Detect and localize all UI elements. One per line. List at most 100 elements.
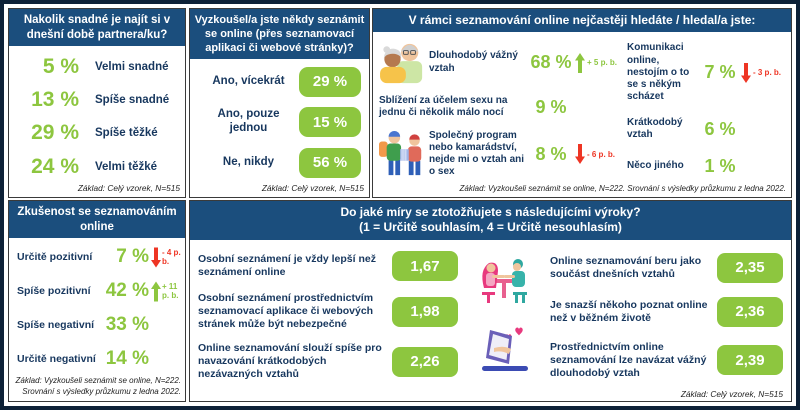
stat-row: 13 % Spíše snadné — [17, 88, 177, 112]
stat-label: Velmi těžké — [95, 160, 158, 173]
stat-label: Spíše pozitivní — [17, 285, 91, 298]
stat-row: Sblížení za účelem sexu na jednu či něko… — [377, 95, 627, 119]
base-note: Základ: Celý vzorek, N=515 — [680, 389, 783, 399]
panel-body: Ano, vícekrát 29 % Ano, pouze jednou 15 … — [190, 59, 369, 183]
stat-value: 6 % — [704, 118, 736, 139]
friends-icon — [377, 130, 429, 178]
statements-icons-column — [458, 246, 550, 387]
stat-label: Sblížení za účelem sexu na jednu či něko… — [379, 94, 508, 119]
up-arrow-icon — [575, 52, 585, 73]
stat-value: 7 % — [704, 62, 736, 83]
stat-value: 7 % — [116, 246, 149, 268]
base-note-line2: Srovnání s výsledky průzkumu z ledna 202… — [22, 387, 181, 397]
stat-row: 5 % Velmi snadné — [17, 55, 177, 79]
statement-score-badge: 1,67 — [392, 251, 458, 282]
change-label: - 6 p. b. — [587, 149, 615, 159]
stat-row: Určitě negativní 14 % — [17, 348, 183, 370]
stat-row: Krátkodobý vztah 6 % — [627, 117, 787, 141]
stat-value: 1 % — [704, 155, 736, 176]
change-label: - 4 p. b. — [162, 248, 181, 267]
statement-score-badge: 2,39 — [717, 345, 783, 376]
panel-seeking-online: V rámci seznamování online nejčastěji hl… — [372, 8, 792, 198]
stat-value: 13 % — [31, 88, 79, 112]
stat-label: Určitě negativní — [17, 353, 96, 366]
stat-value-badge: 56 % — [299, 147, 361, 178]
stat-label: Spíše těžké — [95, 127, 158, 140]
stat-label: Ne, nikdy — [222, 155, 275, 168]
panel-title-line1: Do jaké míry se ztotožňujete s následují… — [340, 205, 641, 219]
statements-right-column: Online seznamování beru jako součást dne… — [550, 246, 783, 387]
stat-row: Něco jiného 1 % — [627, 156, 787, 177]
stat-value-badge: 29 % — [299, 66, 361, 97]
stat-value: 29 % — [31, 121, 79, 145]
statement-score-badge: 2,35 — [717, 252, 783, 283]
base-note: Základ: Celý vzorek, N=515 — [261, 183, 364, 194]
stat-label: Komunikaci online, nestojím o to se s ně… — [627, 42, 690, 103]
stat-row: Spíše negativní 33 % — [17, 314, 183, 336]
stat-row: Dlouhodobý vážný vztah 68 % + 5 p. b. — [377, 41, 627, 85]
statement-label: Je snazší někoho poznat online než v běž… — [550, 298, 708, 324]
stat-value: 8 % — [535, 143, 567, 164]
panel-body: 5 % Velmi snadné 13 % Spíše snadné 29 % … — [9, 46, 185, 183]
seeking-left-column: Dlouhodobý vážný vztah 68 % + 5 p. b. Sb… — [377, 35, 627, 183]
stat-label: Velmi snadné — [95, 61, 169, 74]
seeking-right-column: Komunikaci online, nestojím o to se s ně… — [627, 35, 787, 183]
stat-row: Komunikaci online, nestojím o to se s ně… — [627, 42, 787, 103]
stat-value: 68 % — [530, 52, 572, 73]
statement-label: Osobní seznámení prostřednictvím seznamo… — [198, 291, 374, 331]
stat-value: 14 % — [105, 348, 149, 370]
infographic-canvas: Nakolik snadné je najít si v dnešní době… — [4, 4, 796, 406]
panel-tried-online-dating: Vyzkoušel/a jste někdy seznámit se onlin… — [189, 8, 370, 198]
stat-value: 5 % — [42, 55, 79, 79]
laptop-hearts-icon — [476, 322, 532, 381]
stat-row: 29 % Spíše těžké — [17, 121, 177, 145]
change-label: + 11 p. b. — [162, 282, 179, 301]
stat-row: Ano, pouze jednou 15 % — [198, 107, 361, 138]
stat-label: Ano, vícekrát — [212, 74, 285, 87]
panel-body: Dlouhodobý vážný vztah 68 % + 5 p. b. Sb… — [373, 32, 791, 183]
stat-label: Určitě pozitivní — [17, 251, 93, 264]
statements-left-column: Osobní seznámení je vždy lepší než sezná… — [198, 246, 458, 387]
stat-row: Ano, vícekrát 29 % — [198, 66, 361, 97]
statement-row: Osobní seznámení je vždy lepší než sezná… — [198, 251, 458, 282]
change-indicator: + 5 p. b. — [575, 52, 627, 73]
stat-label: Spíše negativní — [17, 319, 95, 332]
statement-row: Osobní seznámení prostřednictvím seznamo… — [198, 292, 458, 331]
stat-value: 9 % — [535, 96, 567, 117]
statement-row: Je snazší někoho poznat online než v běž… — [550, 296, 783, 327]
change-indicator: - 3 p. b. — [741, 62, 787, 83]
base-note: Základ: Celý vzorek, N=515 — [77, 183, 180, 194]
stat-label: Něco jiného — [627, 160, 684, 171]
statement-label: Online seznamování slouží spíše pro nava… — [198, 342, 382, 381]
change-indicator: - 6 p. b. — [575, 144, 627, 165]
up-arrow-icon — [151, 281, 161, 302]
stat-row: Určitě pozitivní 7 % - 4 p. b. — [17, 246, 183, 268]
statement-label: Prostřednictvím online seznamování lze n… — [550, 340, 707, 379]
change-label: + 5 p. b. — [587, 58, 618, 68]
stat-label: Ano, pouze jednou — [217, 108, 280, 135]
base-note-line1: Základ: Vyzkoušeli seznámit se online, N… — [15, 376, 182, 386]
stat-value: 24 % — [31, 154, 79, 178]
panel-experience: Zkušenost se seznamováním online Určitě … — [8, 200, 186, 402]
stat-label: Spíše snadné — [95, 94, 170, 107]
stat-label: Dlouhodobý vážný vztah — [429, 50, 518, 74]
stat-label: Společný program nebo kamarádství, nejde… — [429, 129, 525, 178]
change-indicator: - 4 p. b. — [151, 247, 183, 268]
panel-statements: Do jaké míry se ztotožňujete s následují… — [189, 200, 792, 402]
panel-title-line2: (1 = Určitě souhlasím, 4 = Určitě nesouh… — [359, 220, 622, 235]
panel-title: Nakolik snadné je najít si v dnešní době… — [9, 9, 185, 47]
statement-label: Osobní seznámení je vždy lepší než sezná… — [198, 253, 376, 279]
change-label: - 3 p. b. — [753, 68, 781, 78]
statement-score-badge: 1,98 — [392, 296, 458, 327]
stat-label: Krátkodobý vztah — [627, 117, 683, 141]
panel-title: V rámci seznamování online nejčastěji hl… — [373, 9, 791, 33]
base-note: Základ: Vyzkoušeli seznámit se online, N… — [9, 376, 185, 401]
change-indicator: + 11 p. b. — [151, 281, 183, 302]
statement-score-badge: 2,36 — [717, 296, 783, 327]
base-note: Základ: Vyzkoušeli seznámit se online, N… — [459, 183, 786, 193]
down-arrow-icon — [151, 247, 161, 268]
stat-row: Spíše pozitivní 42 % + 11 p. b. — [17, 280, 183, 302]
panel-ease-of-finding-partner: Nakolik snadné je najít si v dnešní době… — [8, 8, 186, 198]
stat-row: 24 % Velmi těžké — [17, 155, 177, 179]
